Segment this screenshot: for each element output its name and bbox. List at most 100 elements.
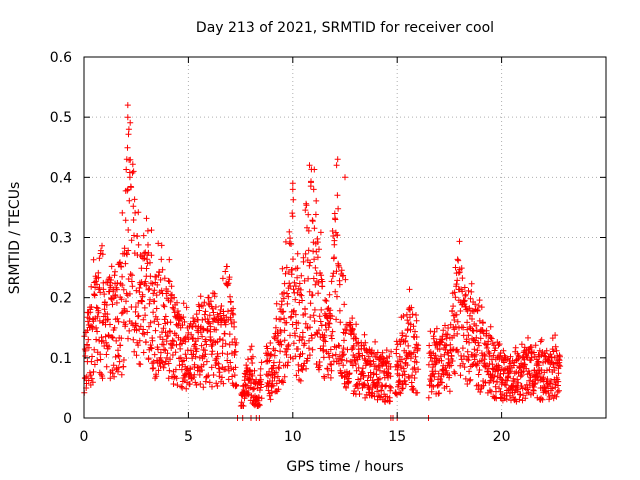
data-point <box>200 326 207 333</box>
data-point <box>555 378 562 385</box>
data-point <box>475 371 482 378</box>
data-point <box>161 346 167 353</box>
data-point <box>351 331 357 338</box>
data-point <box>500 347 507 354</box>
data-point <box>257 372 264 379</box>
data-point <box>201 347 208 354</box>
data-point <box>434 382 441 389</box>
data-point <box>128 237 135 244</box>
data-point <box>305 275 312 282</box>
data-point <box>459 288 466 295</box>
data-point <box>388 348 395 355</box>
data-point <box>113 299 120 306</box>
data-point <box>99 375 106 382</box>
data-point <box>454 277 461 284</box>
data-point <box>302 207 309 214</box>
data-point <box>196 307 203 314</box>
data-point <box>109 301 116 308</box>
data-point <box>174 308 181 314</box>
data-point <box>116 353 122 360</box>
data-point <box>359 352 366 359</box>
data-point <box>473 334 480 341</box>
data-point <box>428 388 435 395</box>
data-point <box>379 349 386 356</box>
data-point <box>101 306 108 313</box>
data-point <box>410 323 417 330</box>
data-point <box>399 385 405 392</box>
data-point <box>179 322 186 329</box>
data-point <box>124 144 131 151</box>
data-point <box>335 342 342 349</box>
data-point <box>267 396 274 403</box>
data-point <box>464 319 471 326</box>
data-point <box>301 340 308 347</box>
data-point <box>325 320 332 326</box>
data-point <box>306 352 313 359</box>
data-point <box>473 362 480 369</box>
data-point <box>124 102 131 109</box>
data-point <box>277 348 284 355</box>
data-point <box>295 346 301 352</box>
data-point <box>125 247 132 254</box>
data-point <box>136 285 143 291</box>
data-point <box>482 363 489 370</box>
data-point <box>225 280 232 287</box>
data-point <box>232 364 239 371</box>
data-point <box>192 353 199 360</box>
data-point <box>151 351 158 358</box>
data-point <box>353 340 360 347</box>
data-point <box>132 209 139 216</box>
data-point <box>280 379 287 386</box>
data-point <box>452 370 458 377</box>
x-tick-label: 15 <box>388 429 406 445</box>
data-point <box>336 281 343 288</box>
data-point <box>275 364 282 371</box>
data-point <box>350 342 357 349</box>
data-point <box>103 302 110 308</box>
data-point <box>519 385 526 392</box>
data-point <box>206 312 213 319</box>
data-point <box>285 343 291 350</box>
data-point <box>466 377 473 384</box>
data-point <box>165 360 172 367</box>
data-point <box>333 316 340 323</box>
data-point <box>157 276 164 283</box>
data-point <box>539 349 546 355</box>
data-point <box>278 378 285 385</box>
data-point <box>266 357 273 364</box>
data-point <box>222 366 229 373</box>
data-point <box>177 354 184 361</box>
data-point <box>111 373 118 380</box>
data-point <box>488 335 495 342</box>
data-point <box>328 278 335 285</box>
data-point <box>135 313 141 320</box>
data-point <box>342 276 349 283</box>
data-point <box>278 329 284 335</box>
data-point <box>245 391 252 398</box>
data-point <box>301 277 308 284</box>
data-point <box>105 316 111 323</box>
data-point <box>138 265 145 272</box>
data-point <box>544 376 551 383</box>
data-point <box>168 283 175 290</box>
data-point <box>231 352 238 358</box>
data-point <box>462 375 469 382</box>
data-point <box>169 337 176 344</box>
data-point <box>284 290 290 297</box>
data-point <box>144 329 151 336</box>
data-point <box>465 332 472 339</box>
data-point <box>153 292 160 299</box>
data-point <box>206 379 213 386</box>
data-point <box>287 332 293 339</box>
data-point <box>126 174 133 181</box>
data-point <box>150 309 157 316</box>
data-point <box>209 305 216 312</box>
data-point <box>119 209 126 216</box>
data-point <box>404 362 411 369</box>
data-point <box>383 347 390 354</box>
data-point <box>233 381 239 388</box>
data-point <box>517 364 524 371</box>
data-point <box>108 277 114 283</box>
data-point <box>299 297 306 304</box>
data-point <box>299 329 306 336</box>
